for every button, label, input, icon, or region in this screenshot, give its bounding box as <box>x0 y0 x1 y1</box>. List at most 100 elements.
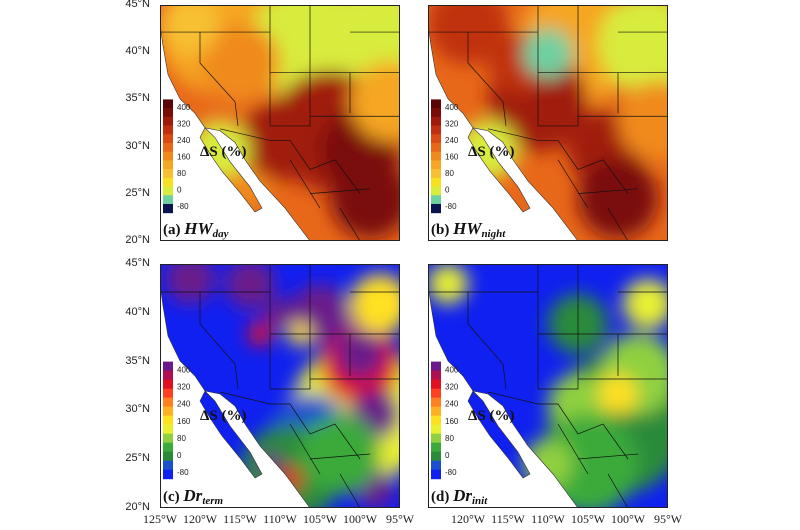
lon-label: 110°W <box>531 512 565 526</box>
shaded-field <box>428 5 668 241</box>
colorbar-swatch <box>431 195 441 205</box>
colorbar-swatch <box>163 451 173 462</box>
lat-label: 40°N <box>125 45 150 58</box>
panel-label: (c) Drterm <box>163 486 224 507</box>
lat-label: 35°N <box>125 354 150 367</box>
colorbar-swatch <box>163 142 173 153</box>
colorbar-tick: 320 <box>177 119 191 128</box>
colorbar-tick: -80 <box>177 468 189 477</box>
colorbar-title: ΔS (%) <box>468 408 515 424</box>
panel-frame <box>160 5 400 241</box>
colorbar-tick: 160 <box>177 417 191 426</box>
shaded-field <box>428 264 668 508</box>
colorbar-tick: 0 <box>177 451 182 460</box>
colorbar-swatch <box>431 370 441 381</box>
colorbar-swatch <box>431 125 441 135</box>
colorbar-swatch <box>431 406 441 417</box>
colorbar-swatch <box>163 125 173 135</box>
colorbar-swatch <box>431 388 441 399</box>
colorbar-swatch <box>431 379 441 390</box>
colorbar-tick: 80 <box>177 434 186 443</box>
colorbar-tick: 320 <box>177 383 191 392</box>
colorbar-swatch <box>163 108 173 118</box>
colorbar-tick: 240 <box>177 136 191 145</box>
lon-label: 95°W <box>385 512 415 526</box>
colorbar-swatch <box>163 160 173 170</box>
colorbar-tick: 240 <box>445 400 459 409</box>
colorbar-swatch <box>431 116 441 127</box>
lon-label: 120°W <box>450 512 486 526</box>
colorbar-swatch <box>163 186 173 196</box>
colorbar-swatch <box>163 442 173 453</box>
map-panel: 400 320 240 160 80 0 -80 ΔS (%) (a) HWday <box>160 5 400 241</box>
colorbar-tick: -80 <box>445 202 457 211</box>
lon-label: 120°W <box>182 512 218 526</box>
lat-label: 25°N <box>125 186 150 199</box>
colorbar-tick: 400 <box>445 365 459 374</box>
colorbar-swatch <box>431 177 441 188</box>
panel-frame <box>428 264 668 508</box>
colorbar-swatch <box>431 169 441 179</box>
colorbar-swatch <box>431 415 441 426</box>
colorbar-tick: 160 <box>445 417 459 426</box>
map-panel: 400 320 240 160 80 0 -80 ΔS (%) (d) Drinit <box>428 264 668 508</box>
panel-frame <box>428 5 668 241</box>
colorbar-tick: 240 <box>177 400 191 409</box>
colorbar-tick: 320 <box>445 119 459 128</box>
colorbar-swatch <box>163 361 173 372</box>
colorbar-swatch <box>163 177 173 188</box>
lon-label: 95°W <box>653 512 683 526</box>
lat-label: 35°N <box>125 92 150 105</box>
lat-label: 30°N <box>125 403 150 416</box>
colorbar-title: ΔS (%) <box>200 408 247 424</box>
colorbar-swatch <box>163 134 173 144</box>
panel-label: (d) Drinit <box>431 486 488 507</box>
lon-label: 100°W <box>610 512 646 526</box>
colorbar-tick: 320 <box>445 383 459 392</box>
lon-label: 105°W <box>570 512 606 526</box>
shaded-field <box>160 264 400 508</box>
colorbar-swatch <box>163 116 173 127</box>
colorbar-swatch <box>431 108 441 118</box>
colorbar-swatch <box>163 460 173 471</box>
colorbar-swatch <box>431 460 441 471</box>
colorbar-swatch <box>431 424 441 435</box>
colorbar-tick: 0 <box>445 451 450 460</box>
map-panel: 400 320 240 160 80 0 -80 ΔS (%) (c) Drterm <box>160 264 400 508</box>
lat-label: 45°N <box>125 0 150 10</box>
colorbar-swatch <box>163 424 173 435</box>
colorbar-swatch <box>163 469 173 480</box>
colorbar-swatch <box>163 195 173 205</box>
lat-label: 25°N <box>125 452 150 465</box>
lat-label: 20°N <box>125 234 150 246</box>
lon-label: 115°W <box>491 512 525 526</box>
lat-label: 40°N <box>125 305 150 318</box>
coastline <box>160 264 400 508</box>
colorbar-tick: 160 <box>177 153 191 162</box>
colorbar-title: ΔS (%) <box>468 144 515 160</box>
colorbar-swatch <box>163 406 173 417</box>
panel-label: (b) HWnight <box>431 219 506 240</box>
colorbar-swatch <box>163 388 173 399</box>
colorbar-tick: -80 <box>445 468 457 477</box>
colorbar-swatch <box>431 397 441 408</box>
colorbar-tick: 0 <box>177 186 182 195</box>
colorbar-tick: -80 <box>177 202 189 211</box>
colorbar-swatch <box>163 99 173 109</box>
colorbar-swatch <box>163 151 173 161</box>
colorbar-swatch <box>431 469 441 480</box>
colorbar-tick: 240 <box>445 136 459 145</box>
colorbar-tick: 400 <box>445 103 459 112</box>
shaded-field <box>160 5 400 241</box>
colorbar-swatch <box>163 415 173 426</box>
lon-label: 105°W <box>302 512 338 526</box>
lat-label: 20°N <box>125 501 150 513</box>
colorbar-swatch <box>163 169 173 179</box>
colorbar-swatch <box>431 203 441 214</box>
colorbar-swatch <box>431 151 441 161</box>
coastline <box>160 5 400 241</box>
colorbar-swatch <box>431 186 441 196</box>
lon-label: 115°W <box>223 512 257 526</box>
lat-label: 45°N <box>125 257 150 269</box>
lon-label: 100°W <box>342 512 378 526</box>
